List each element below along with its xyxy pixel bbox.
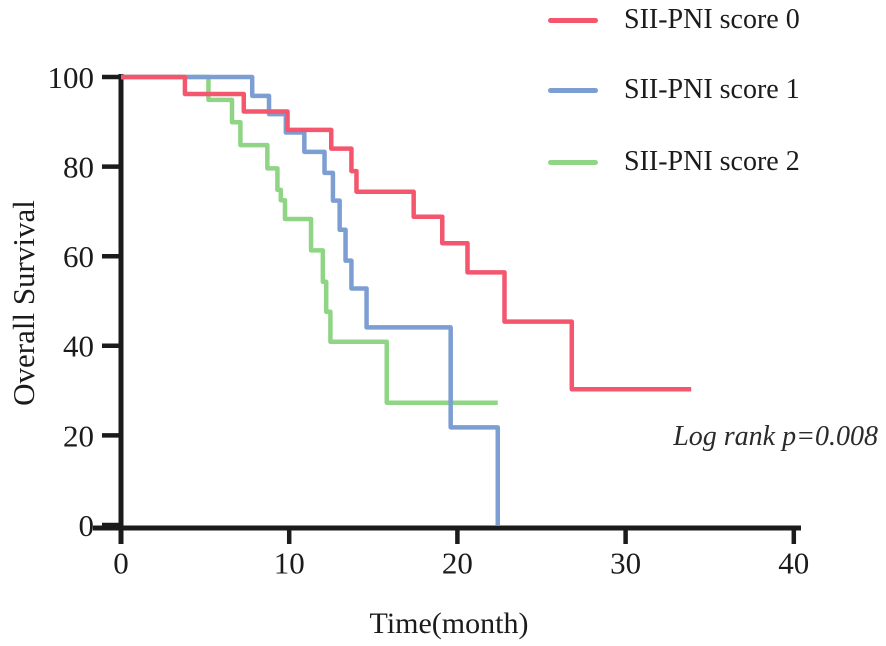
x-tick-label: 10 — [274, 545, 305, 580]
legend-line-swatch-score-1 — [548, 87, 598, 93]
y-tick-label: 100 — [48, 60, 95, 95]
legend-line-swatch-score-0 — [548, 17, 598, 23]
legend-label-score-0: SII-PNI score 0 — [624, 4, 800, 35]
legend: SII-PNI score 0 SII-PNI score 1 SII-PNI … — [548, 0, 884, 190]
y-tick-label: 60 — [63, 239, 94, 274]
x-tick-label: 40 — [778, 545, 809, 580]
legend-label-score-1: SII-PNI score 1 — [624, 74, 800, 105]
legend-item-score-0: SII-PNI score 0 — [548, 4, 800, 35]
legend-line-swatch-score-2 — [548, 159, 598, 165]
legend-item-score-1: SII-PNI score 1 — [548, 74, 800, 105]
x-tick-label: 0 — [113, 545, 129, 580]
y-tick-label: 20 — [63, 418, 94, 453]
survival-curve-score-0 — [121, 74, 692, 392]
y-tick-label: 80 — [63, 149, 94, 184]
log-rank-annotation: Log rank p=0.008 — [673, 421, 878, 452]
x-tick-label: 30 — [610, 545, 641, 580]
x-tick-label: 20 — [442, 545, 473, 580]
legend-label-score-2: SII-PNI score 2 — [624, 146, 800, 177]
x-axis-title: Time(month) — [369, 607, 529, 640]
y-tick-label: 40 — [63, 329, 94, 364]
survival-curve-score-2 — [121, 74, 498, 405]
legend-item-score-2: SII-PNI score 2 — [548, 146, 800, 177]
y-axis-title: Overall Survival — [6, 200, 41, 406]
survival-curve-score-1 — [121, 74, 501, 525]
y-tick-label: 0 — [79, 508, 95, 543]
